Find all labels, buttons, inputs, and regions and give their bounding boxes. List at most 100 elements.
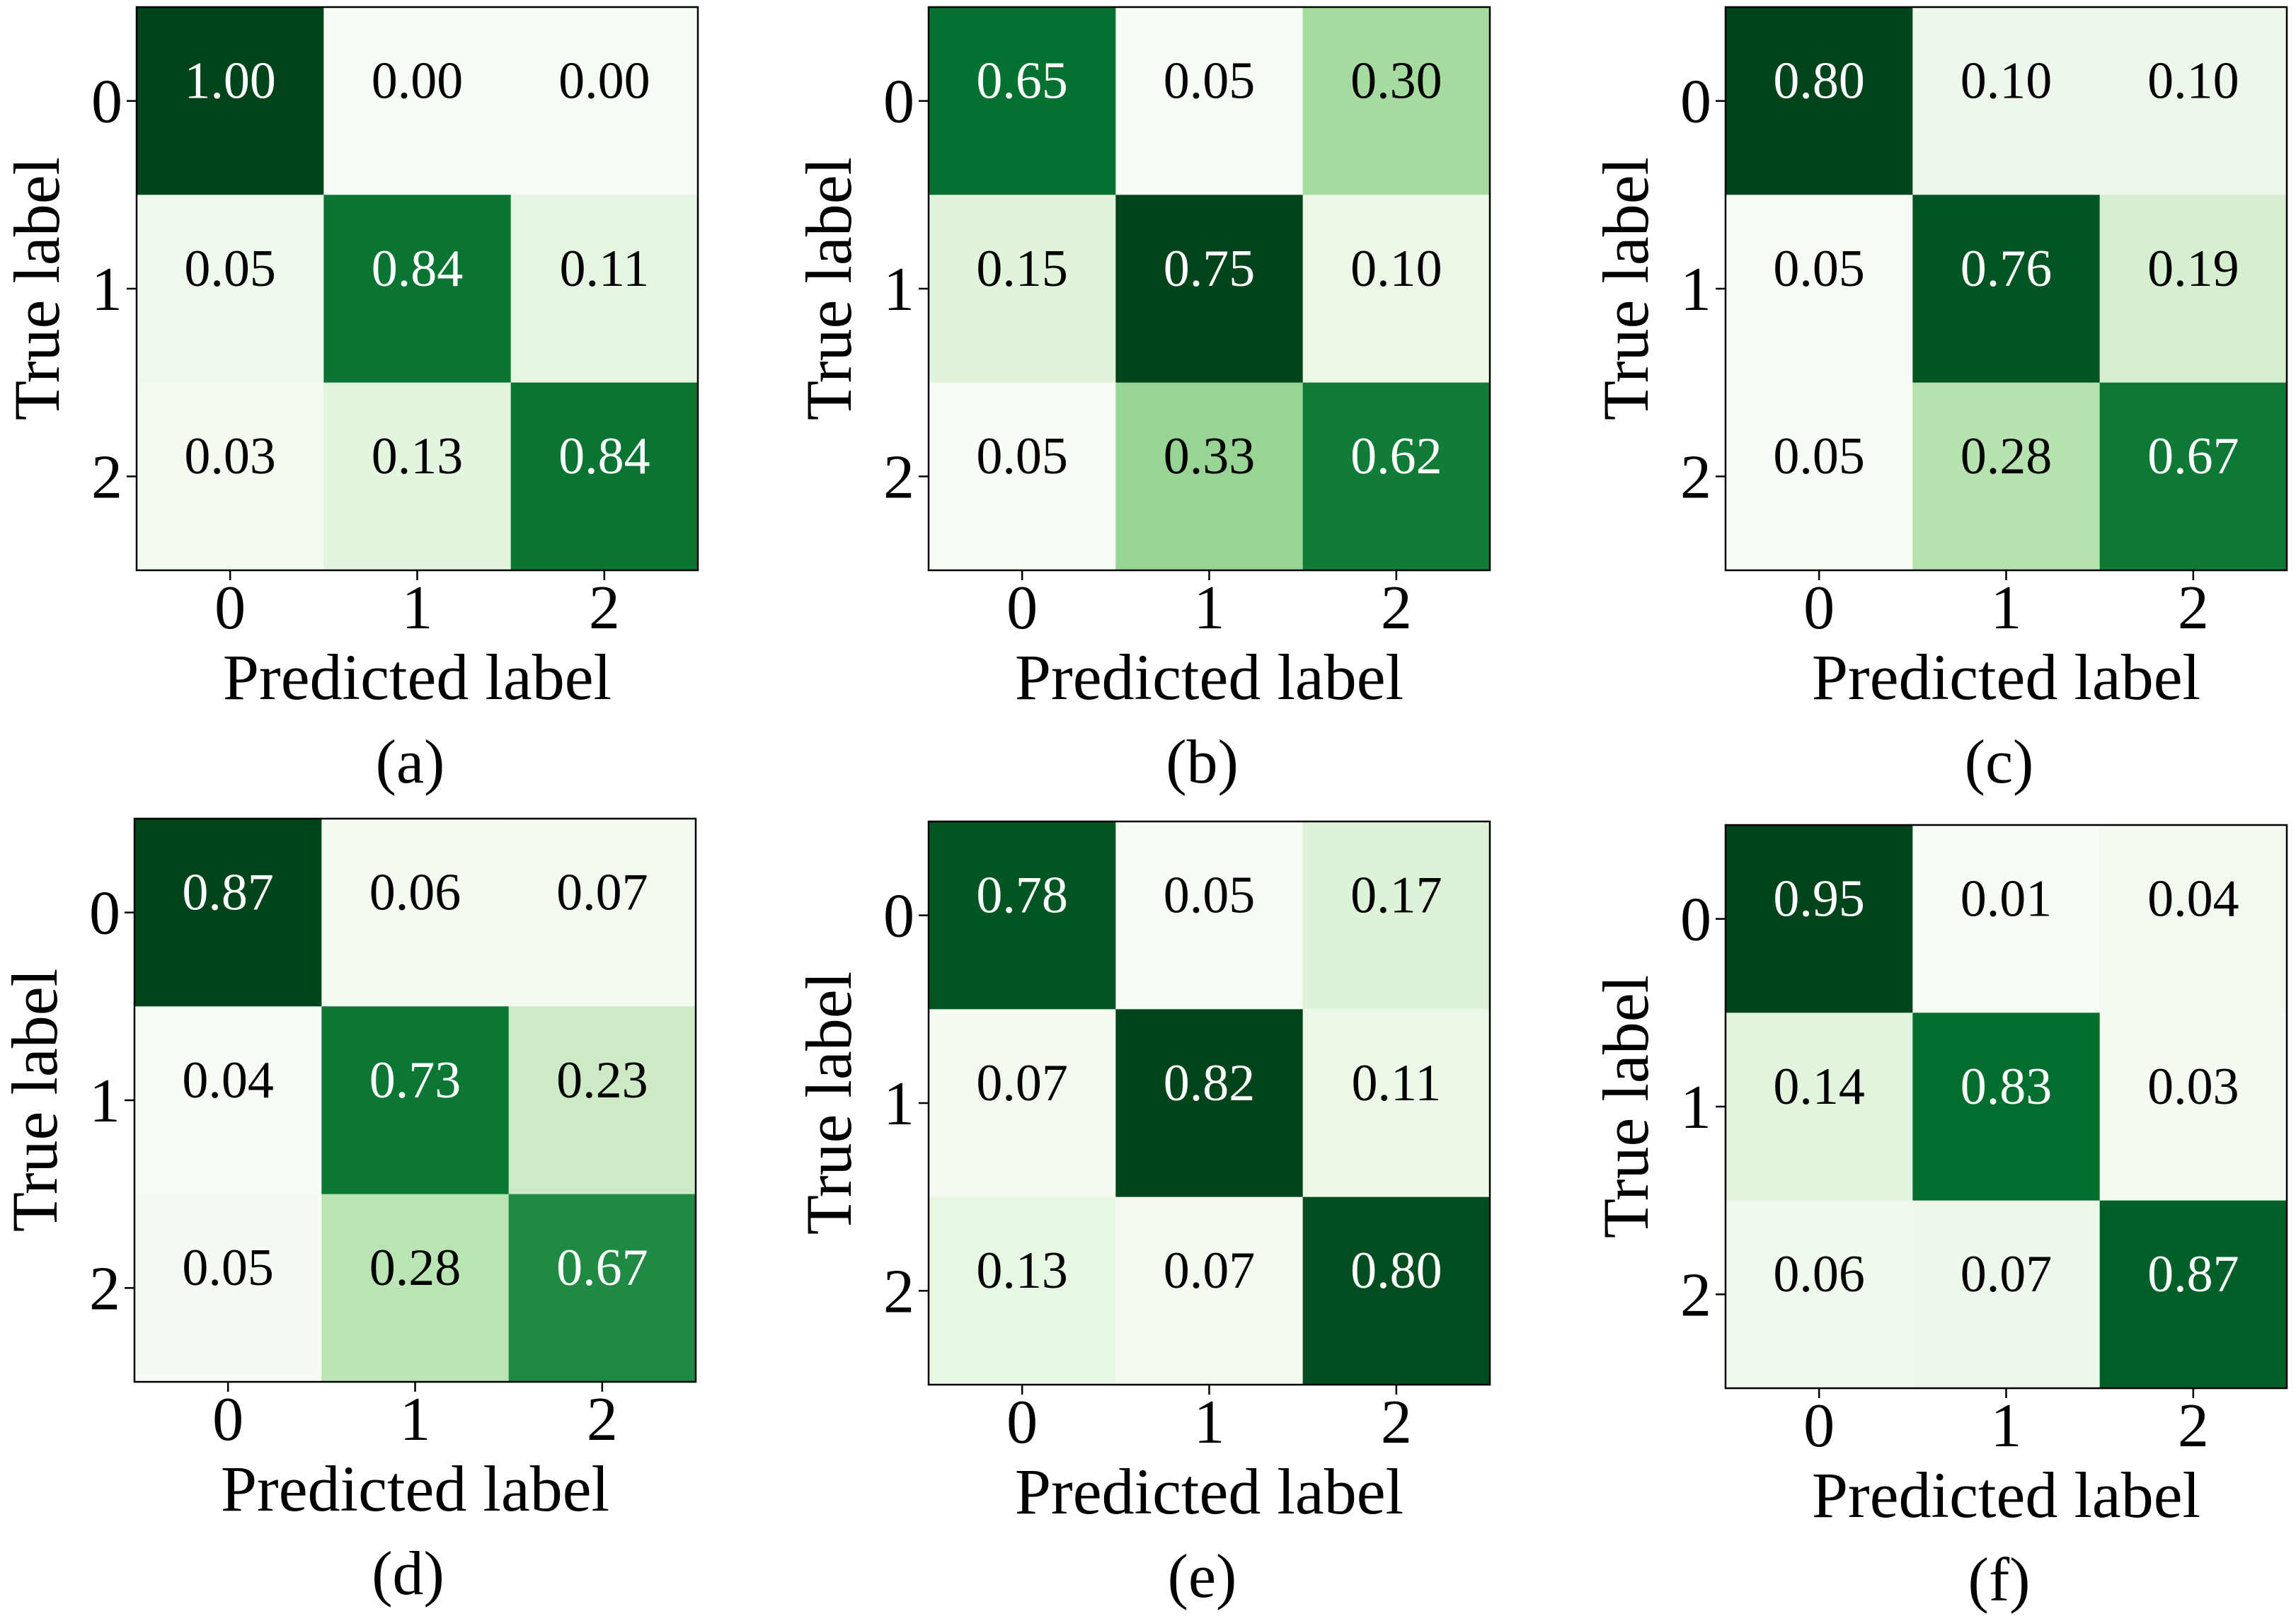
x-tick-label: 2 xyxy=(1381,574,1412,642)
heatmap-cell xyxy=(1726,7,1913,195)
cell-value-label: 0.10 xyxy=(1350,240,1442,298)
x-axis-label: Predicted label xyxy=(221,1453,609,1525)
x-tick-label: 1 xyxy=(1991,1392,2022,1460)
heatmap-cell xyxy=(321,819,510,1007)
heatmap-cell xyxy=(1912,195,2101,383)
x-tick-label: 2 xyxy=(589,574,620,642)
x-axis-label: Predicted label xyxy=(1015,641,1404,713)
heatmap-cell xyxy=(321,1194,510,1383)
heatmap-cell xyxy=(929,1009,1116,1198)
heatmap-cell xyxy=(1115,382,1304,571)
heatmap-cell xyxy=(2099,195,2288,383)
panel-caption: (d) xyxy=(372,1540,444,1608)
heatmap-cell xyxy=(1302,1009,1491,1198)
cell-value-label: 0.80 xyxy=(1773,52,1865,110)
heatmap-cell xyxy=(323,195,512,383)
cell-value-label: 0.05 xyxy=(1773,427,1865,485)
heatmap-cell xyxy=(929,821,1116,1010)
heatmap-cell xyxy=(1302,7,1491,195)
heatmap-cell xyxy=(2099,825,2288,1013)
y-tick-label: 0 xyxy=(1680,68,1711,137)
heatmap-cell xyxy=(1302,195,1491,383)
cell-value-label: 0.07 xyxy=(1164,1242,1256,1300)
heatmap-cell xyxy=(929,382,1116,571)
x-tick-label: 0 xyxy=(212,1385,243,1454)
x-tick-label: 2 xyxy=(587,1385,618,1454)
cell-value-label: 0.07 xyxy=(556,863,648,921)
y-tick-label: 0 xyxy=(91,68,122,137)
heatmap-cell xyxy=(508,1006,696,1195)
cell-value-label: 0.73 xyxy=(369,1051,461,1109)
heatmap-cell xyxy=(510,195,699,383)
cell-value-label: 0.05 xyxy=(182,1239,274,1297)
cell-value-label: 0.15 xyxy=(976,240,1068,298)
cell-value-label: 0.83 xyxy=(1961,1058,2053,1116)
cell-value-label: 0.87 xyxy=(182,863,274,921)
heatmap-cell xyxy=(1115,195,1304,383)
cell-value-label: 0.05 xyxy=(1773,240,1865,298)
cell-value-label: 0.84 xyxy=(372,240,464,298)
heatmap-cell xyxy=(1726,1013,1913,1201)
heatmap-cell xyxy=(1115,7,1304,195)
cell-value-label: 0.95 xyxy=(1773,870,1865,928)
heatmap-cell xyxy=(1726,195,1913,383)
cell-value-label: 0.05 xyxy=(184,240,276,298)
cell-value-label: 0.10 xyxy=(2147,52,2239,110)
y-axis-label: True label xyxy=(1590,975,1662,1238)
cell-value-label: 0.14 xyxy=(1773,1058,1865,1116)
cell-value-label: 0.05 xyxy=(1164,52,1256,110)
panel-caption: (f) xyxy=(1968,1546,2031,1615)
y-tick-label: 0 xyxy=(883,68,914,137)
heatmap-cell xyxy=(929,1196,1116,1385)
heatmap-cell xyxy=(2099,1013,2288,1201)
cell-value-label: 0.10 xyxy=(1961,52,2053,110)
heatmap-cell xyxy=(1115,821,1304,1010)
cell-value-label: 0.03 xyxy=(184,427,276,485)
heatmap-cell xyxy=(1912,382,2101,571)
y-axis-label: True label xyxy=(1,157,73,420)
cell-value-label: 0.19 xyxy=(2147,240,2239,298)
y-tick-label: 2 xyxy=(1680,443,1711,512)
cell-value-label: 1.00 xyxy=(184,52,276,110)
cell-value-label: 0.03 xyxy=(2147,1058,2239,1116)
heatmap-cell xyxy=(2099,1200,2288,1389)
heatmap-cell xyxy=(1912,825,2101,1013)
x-axis-label: Predicted label xyxy=(1812,641,2200,713)
cell-value-label: 0.23 xyxy=(556,1051,648,1109)
y-tick-label: 0 xyxy=(883,882,914,951)
cell-value-label: 0.28 xyxy=(369,1239,461,1297)
heatmap-cell xyxy=(1302,1196,1491,1385)
cell-value-label: 0.13 xyxy=(372,427,464,485)
cell-value-label: 0.82 xyxy=(1164,1054,1256,1112)
cell-value-label: 0.01 xyxy=(1961,870,2053,928)
heatmap-cell xyxy=(510,7,699,195)
heatmap-cell xyxy=(929,7,1116,195)
x-tick-label: 1 xyxy=(1194,574,1225,642)
cell-value-label: 0.04 xyxy=(2147,870,2239,928)
x-axis-label: Predicted label xyxy=(1015,1455,1404,1528)
heatmap-cell xyxy=(508,819,696,1007)
cell-value-label: 0.28 xyxy=(1961,427,2053,485)
y-tick-label: 2 xyxy=(89,1254,120,1323)
cell-value-label: 0.30 xyxy=(1350,52,1442,110)
x-tick-label: 2 xyxy=(2178,1392,2209,1460)
heatmap-cell xyxy=(1115,1196,1304,1385)
cell-value-label: 0.06 xyxy=(1773,1245,1865,1303)
cell-value-label: 0.67 xyxy=(2147,427,2239,485)
x-tick-label: 0 xyxy=(1803,1392,1835,1460)
cell-value-label: 0.62 xyxy=(1350,427,1442,485)
y-axis-label: True label xyxy=(793,971,865,1235)
heatmap-cell xyxy=(1912,7,2101,195)
y-tick-label: 1 xyxy=(883,1070,914,1138)
x-tick-label: 1 xyxy=(400,1385,431,1454)
cell-value-label: 0.06 xyxy=(369,863,461,921)
y-axis-label: True label xyxy=(0,969,71,1232)
y-tick-label: 1 xyxy=(1680,255,1711,324)
x-tick-label: 0 xyxy=(1006,1388,1038,1457)
cell-value-label: 0.17 xyxy=(1350,866,1442,924)
heatmap-cell xyxy=(323,7,512,195)
x-tick-label: 0 xyxy=(214,574,246,642)
x-axis-label: Predicted label xyxy=(223,641,612,713)
heatmap-cell xyxy=(137,382,324,571)
y-tick-label: 2 xyxy=(883,1257,914,1326)
